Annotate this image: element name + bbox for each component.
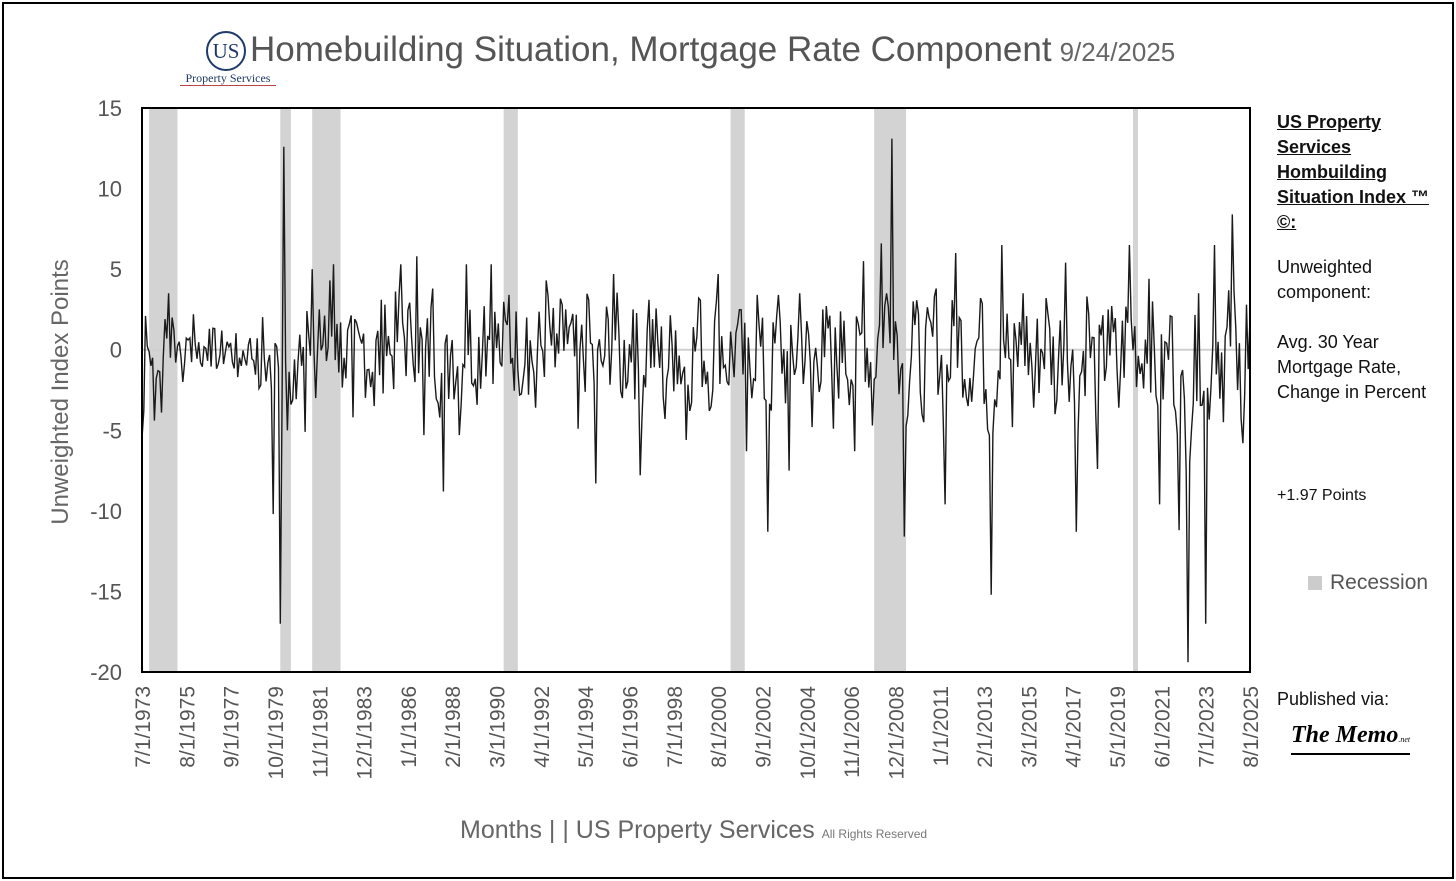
recession-swatch [1308,576,1322,590]
recession-band [503,108,518,672]
x-tick-label: 9/1/2002 [753,686,776,768]
x-tick-label: 2/1/1988 [442,686,465,768]
x-tick-label: 7/1/1973 [132,686,155,768]
y-tick-label: -15 [90,579,122,604]
rights-reserved: All Rights Reserved [821,827,928,841]
logo-mark: US [206,31,246,71]
chart-title: Homebuilding Situation, Mortgage Rate Co… [250,30,1052,69]
x-tick-label: 12/1/1983 [354,686,377,779]
x-tick-label: 10/1/1979 [265,686,288,779]
x-tick-label: 1/1/1986 [398,686,421,768]
y-tick-label: 0 [110,338,122,363]
legend: Recession [1308,571,1428,595]
legend-recession-label: Recession [1330,571,1429,594]
x-tick-label: 10/1/2004 [797,686,820,780]
x-tick-label: 11/1/2006 [841,686,864,778]
x-tick-label: 1/1/2011 [930,686,953,766]
recession-band [874,108,907,672]
x-tick-label: 6/1/1996 [620,686,643,768]
footer-text: Months | | US Property Services [460,816,815,844]
x-tick-label: 3/1/2015 [1018,686,1041,768]
component-label: Unweighted component: [1277,257,1373,302]
logo-name: Property Services [180,71,276,86]
plot-area-border [141,107,1251,673]
x-tick-label: 12/1/2008 [885,686,908,779]
chart-date: 9/24/2025 [1059,37,1176,67]
y-tick-label: 10 [98,177,122,202]
recession-band [1132,108,1138,672]
x-tick-label: 8/1/2025 [1240,686,1263,768]
recession-band [730,108,745,672]
x-tick-label: 11/1/1981 [309,686,332,778]
x-tick-label: 4/1/1992 [531,686,554,768]
x-tick-label: 5/1/1994 [575,686,598,768]
x-axis-ticks: 7/1/1973 8/1/1975 9/1/1977 10/1/1979 11/1/19… [132,686,1263,780]
x-tick-label: 8/1/1975 [176,686,199,768]
x-tick-label: 6/1/2021 [1151,686,1174,768]
publisher-name: The Memo [1291,722,1399,748]
index-heading: US Property Services Hombuilding Situati… [1277,112,1430,232]
y-tick-label: -5 [102,418,122,443]
x-tick-label: 7/1/2023 [1196,686,1219,768]
x-axis-caption: Months | | US Property Services All Righ… [460,816,927,845]
x-tick-label: 2/1/2013 [974,686,997,768]
y-tick-label: -10 [90,499,122,524]
published-via-label: Published via: [1277,689,1390,709]
y-tick-label: -20 [90,660,122,685]
latest-value: +1.97 Points [1277,487,1367,504]
publisher-logo: The Memo.net [1291,722,1411,755]
x-tick-label: 9/1/1977 [221,686,244,768]
y-axis-ticks: 15 10 5 0 -5 -10 -15 -20 [90,96,122,685]
x-tick-label: 7/1/1998 [664,686,687,768]
chart-title-row: Homebuilding Situation, Mortgage Rate Co… [250,30,1175,70]
recession-band [280,108,291,672]
x-tick-label: 5/1/2019 [1107,686,1130,768]
publisher-suffix: .net [1398,735,1411,744]
x-tick-label: 8/1/2000 [708,686,731,768]
recession-band [312,108,341,672]
sidebar-info: US Property Services Hombuilding Situati… [1277,110,1447,504]
x-tick-label: 3/1/1990 [487,686,510,768]
x-tick-label: 4/1/2017 [1063,686,1086,768]
component-name: Avg. 30 Year Mortgage Rate, Change in Pe… [1277,332,1427,402]
chart-canvas: 15 10 5 0 -5 -10 -15 -20 7/1/1973 8/1/1975 9/1/19… [47,96,1263,780]
y-tick-label: 5 [110,257,122,282]
series-line [141,138,1251,663]
y-axis-label: Unweighted Index Points [47,259,74,525]
y-tick-label: 15 [98,96,122,121]
